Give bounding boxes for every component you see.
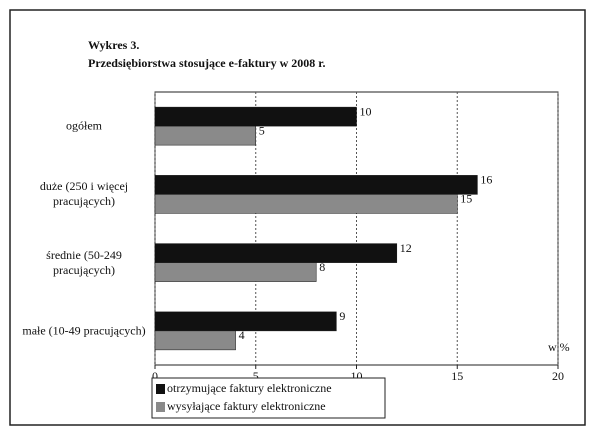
chart-subtitle: Przedsiębiorstwa stosujące e-faktury w 2… [88,56,326,70]
data-label: 5 [259,123,265,137]
bar [154,311,337,332]
chart-title: Wykres 3. [88,38,139,52]
y-tick-label: duże (250 i więcej pracujących) [39,179,129,209]
x-tick-label: 5 [253,369,259,383]
data-label: 9 [339,309,345,323]
y-tick-label: średnie (50-249 pracujących) [46,247,122,277]
data-label: 15 [460,192,472,206]
x-tick-label: 15 [451,369,463,383]
legend-swatch [156,402,165,412]
data-label: 10 [360,104,372,118]
bar [154,194,458,214]
legend-label: wysyłające faktury elektroniczne [167,399,326,413]
y-tick-label: małe (10-49 pracujących) [22,323,146,338]
bar [154,330,236,351]
data-label: 16 [480,173,492,187]
x-tick-label: 20 [552,369,564,383]
legend-swatch [156,384,165,394]
bar [154,106,357,127]
y-tick-label: ogółem [66,118,102,133]
x-axis-label: w % [548,340,570,354]
data-label: 8 [319,260,325,274]
bar [154,125,256,146]
frame [9,9,586,426]
data-label: 4 [239,328,245,342]
data-label: 12 [400,241,412,255]
bar [154,175,478,195]
legend-box [151,377,386,419]
bar [154,243,398,263]
legend-label: otrzymujące faktury elektroniczne [167,381,332,395]
x-tick-label: 0 [152,369,158,383]
bar [154,262,317,282]
